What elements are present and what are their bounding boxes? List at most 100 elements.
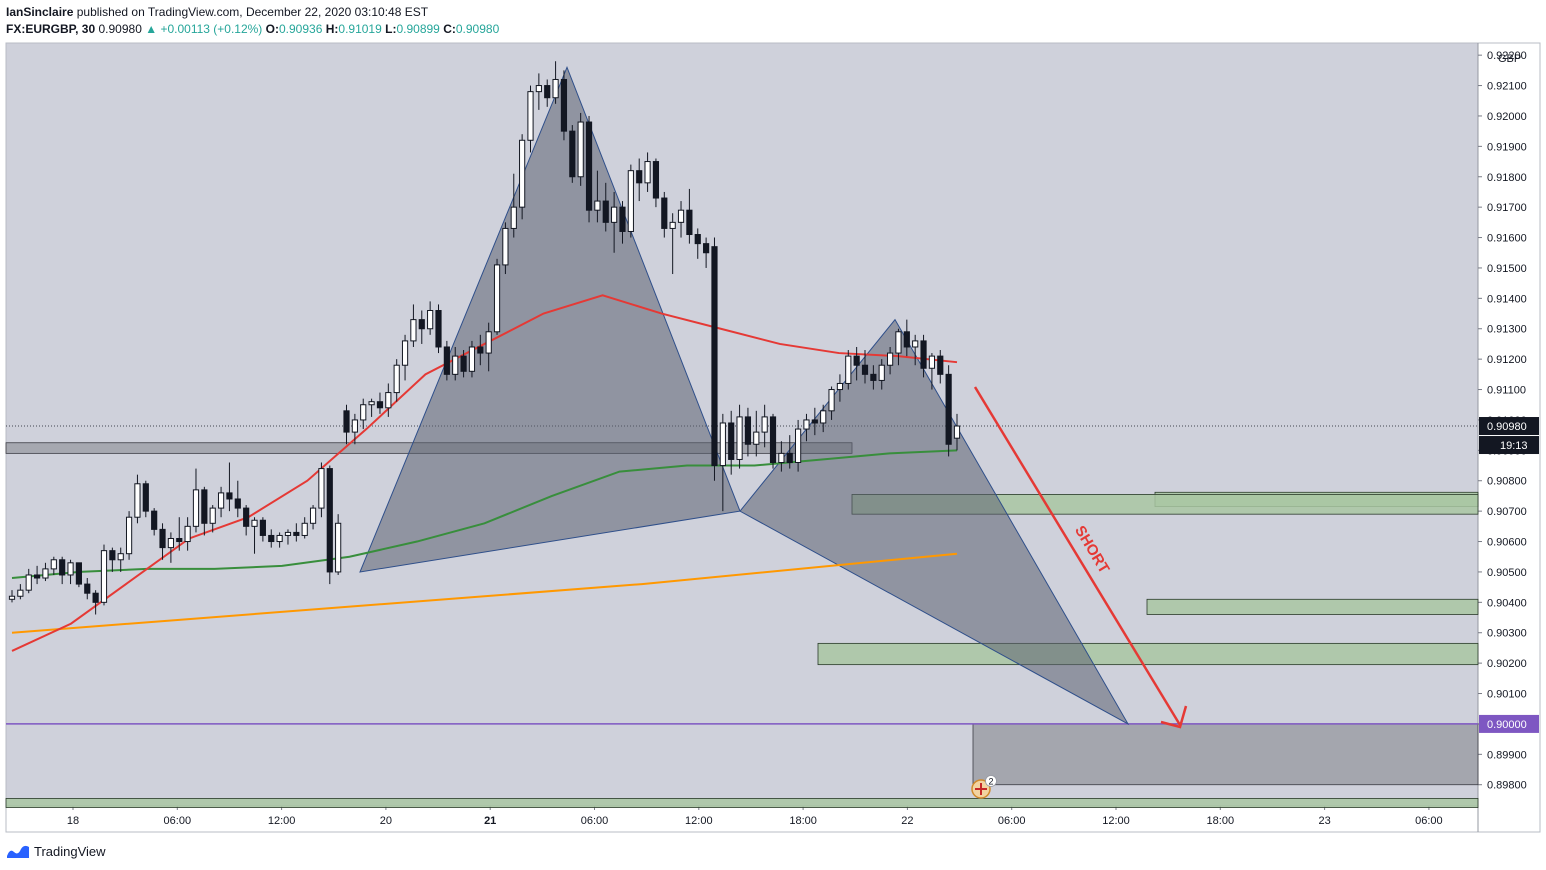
candle-body	[301, 522, 308, 536]
ohlc-legend: FX:EURGBP, 30 0.90980 ▲ +0.00113 (+0.12%…	[6, 22, 499, 36]
candle-body	[159, 528, 166, 549]
candle-body	[669, 221, 676, 229]
y-tick-label: 0.89900	[1487, 749, 1527, 761]
y-tick-label: 0.92200	[1487, 50, 1527, 62]
candle-body	[167, 537, 174, 549]
price-label-bg	[1479, 417, 1539, 436]
candle-body	[318, 468, 325, 509]
candle-body	[209, 507, 216, 524]
pattern-bcd	[739, 318, 1130, 726]
buy-zone-box	[817, 642, 1479, 666]
x-tick-label: 06:00	[1415, 815, 1443, 827]
candle-body	[435, 310, 442, 348]
y-tick-label: 0.90600	[1487, 537, 1527, 549]
y-tick-label: 0.91600	[1487, 233, 1527, 245]
candle-body	[393, 364, 400, 394]
candle-body	[477, 346, 484, 354]
x-tick-label: 21	[484, 815, 496, 827]
x-tick-label: 06:00	[581, 815, 609, 827]
y-tick-label: 0.91100	[1487, 385, 1526, 397]
candle-body	[577, 121, 584, 178]
candle-body	[836, 382, 844, 391]
candle-body	[736, 416, 743, 460]
candle-body	[761, 416, 768, 433]
candle-body	[861, 364, 869, 375]
buy-zone-box	[5, 798, 1479, 808]
ma-orange-line	[11, 552, 958, 634]
candle-body	[795, 428, 802, 463]
candle-body	[560, 78, 568, 132]
candle-body	[895, 331, 902, 354]
target-label-text: 0.90000	[1487, 719, 1527, 731]
candle-body	[376, 401, 384, 409]
x-tick-label: 12:00	[268, 815, 296, 827]
candle-body	[778, 452, 785, 463]
candle-body	[769, 416, 777, 463]
candle-body	[109, 550, 116, 561]
candle-body	[585, 121, 593, 211]
footer-brand: TradingView	[34, 843, 106, 859]
x-tick-label: 12:00	[1102, 815, 1130, 827]
target-label-bg	[1479, 714, 1539, 733]
candle-body	[502, 227, 509, 266]
candle-body	[452, 355, 459, 375]
candle-body	[92, 592, 99, 603]
candle-body	[326, 468, 333, 573]
candle-body	[878, 364, 885, 381]
published-text: published on TradingView.com, December 2…	[76, 5, 429, 19]
candles	[8, 61, 961, 615]
candle-body	[343, 410, 350, 433]
candle-body	[84, 583, 91, 594]
candle-body	[686, 209, 693, 236]
candle-body	[142, 483, 149, 512]
candle-body	[928, 355, 936, 369]
y-tick-label: 0.91500	[1487, 263, 1527, 275]
candle-body	[937, 355, 944, 375]
x-tick-label: 22	[901, 815, 913, 827]
candle-body	[100, 550, 108, 603]
y-axis-ticks: 0.92200 0.92100 0.92000 0.91900 0.91800 0.917…	[1478, 50, 1527, 792]
candle-body	[853, 355, 860, 366]
close-label: C:	[443, 22, 456, 36]
candle-body	[677, 209, 685, 223]
candle-body	[75, 562, 82, 585]
candle-body	[644, 161, 651, 184]
candle-body	[594, 200, 601, 211]
candle-body	[443, 346, 450, 375]
publish-info: IanSinclaire published on TradingView.co…	[6, 5, 428, 19]
candle-body	[401, 340, 409, 366]
candle-body	[226, 492, 233, 500]
candle-body	[619, 206, 626, 232]
change-value: +0.00113 (+0.12%)	[160, 22, 263, 36]
candle-body	[569, 130, 576, 178]
y-tick-label: 0.91800	[1487, 172, 1527, 184]
candle-body	[912, 340, 919, 348]
candle-body	[544, 85, 551, 99]
candle-body	[368, 401, 375, 406]
candle-body	[460, 355, 467, 372]
x-tick-label: 20	[380, 815, 392, 827]
candle-body	[786, 452, 793, 463]
candle-body	[711, 246, 718, 467]
y-tick-label: 0.90500	[1487, 567, 1527, 579]
low-value: 0.90899	[396, 22, 440, 36]
y-tick-label: 0.91400	[1487, 293, 1527, 305]
short-arrow-line	[973, 386, 1182, 726]
last-price: 0.90980	[98, 22, 142, 36]
tradingview-footer[interactable]: TradingView	[6, 843, 106, 859]
candle-body	[234, 498, 241, 509]
candle-body	[293, 531, 300, 536]
price-label-text: 0.90980	[1487, 421, 1527, 433]
y-tick-label: 0.92000	[1487, 111, 1527, 123]
target-box	[972, 723, 1479, 786]
candle-body	[719, 422, 726, 467]
candle-body	[360, 404, 367, 421]
candle-body	[611, 206, 618, 223]
candle-body	[117, 553, 124, 561]
candle-body	[820, 410, 827, 424]
time-axis-background	[6, 806, 1540, 832]
author-name[interactable]: IanSinclaire	[6, 5, 74, 19]
candle-body	[8, 595, 16, 600]
symbol-label[interactable]: FX:EURGBP, 30	[6, 22, 96, 36]
